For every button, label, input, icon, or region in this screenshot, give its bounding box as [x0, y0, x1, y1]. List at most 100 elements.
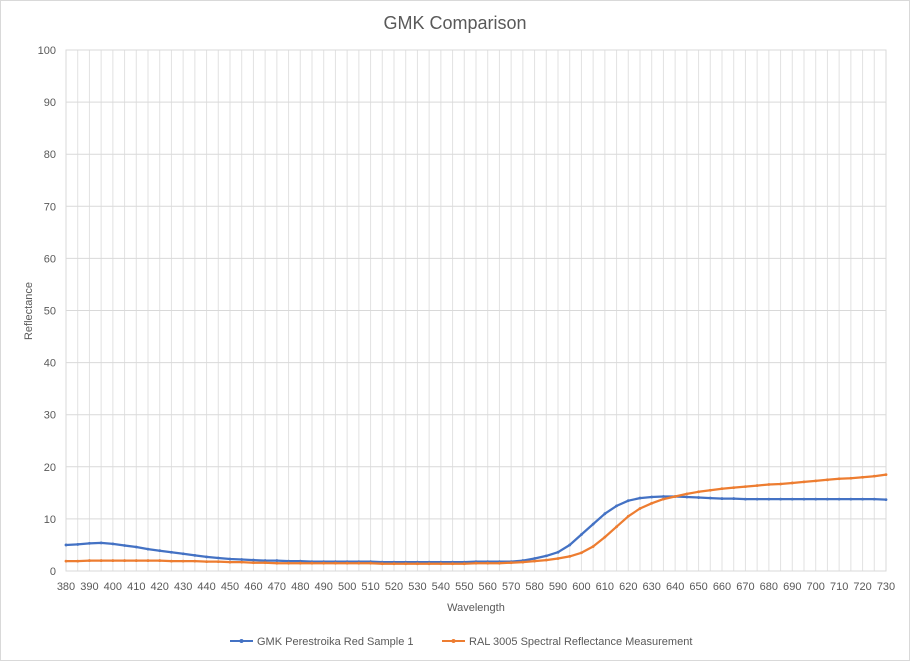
- data-point: [732, 497, 736, 500]
- data-point: [533, 559, 536, 563]
- data-point: [146, 547, 150, 551]
- data-point: [790, 481, 794, 485]
- data-point: [814, 479, 818, 483]
- data-point: [439, 562, 443, 566]
- data-point: [884, 498, 888, 502]
- x-tick-label: 470: [268, 581, 286, 593]
- x-tick-label: 630: [643, 581, 661, 593]
- data-point: [275, 559, 279, 562]
- data-point: [732, 486, 736, 490]
- y-axis-title: Reflectance: [23, 282, 35, 340]
- data-point: [64, 559, 68, 563]
- x-tick-label: 690: [783, 581, 801, 593]
- data-point: [76, 543, 80, 546]
- data-point: [568, 555, 572, 558]
- data-point: [427, 562, 431, 566]
- data-point: [580, 533, 583, 536]
- data-point: [263, 561, 267, 565]
- x-tick-label: 730: [877, 581, 895, 593]
- x-tick-label: 400: [104, 581, 122, 593]
- data-point: [310, 561, 314, 565]
- data-point: [134, 559, 138, 562]
- data-point: [76, 559, 80, 563]
- x-axis-ticks: 380 390 400 410 420 430 440 450 460 470 480 490 500 5…: [57, 581, 895, 593]
- x-tick-label: 680: [760, 581, 778, 593]
- data-point: [872, 474, 876, 478]
- data-point: [591, 545, 595, 548]
- data-point: [826, 497, 829, 501]
- data-point: [697, 490, 700, 494]
- x-tick-label: 450: [221, 581, 239, 593]
- data-point: [720, 497, 724, 500]
- x-tick-label: 620: [619, 581, 637, 593]
- x-tick-label: 650: [689, 581, 707, 593]
- data-point: [662, 497, 665, 501]
- data-point: [216, 556, 220, 560]
- data-point: [556, 557, 560, 560]
- data-point: [884, 473, 888, 477]
- data-point: [498, 561, 501, 565]
- data-point: [111, 542, 115, 546]
- chart-title: GMK Comparison: [383, 13, 526, 33]
- data-point: [720, 487, 724, 491]
- legend-marker-series-2: [451, 639, 456, 643]
- x-tick-label: 720: [853, 581, 871, 593]
- data-point: [556, 550, 560, 554]
- data-point: [392, 562, 396, 566]
- data-point: [615, 504, 618, 508]
- x-tick-label: 640: [666, 581, 684, 593]
- data-point: [603, 512, 607, 516]
- gridlines: [65, 49, 887, 572]
- data-point: [287, 561, 290, 565]
- x-tick-label: 460: [244, 581, 262, 593]
- data-point: [369, 561, 372, 565]
- x-tick-label: 520: [385, 581, 403, 593]
- data-point: [580, 551, 583, 555]
- data-point: [451, 562, 454, 566]
- y-tick-label: 80: [44, 149, 56, 161]
- data-point: [849, 497, 853, 501]
- data-point: [744, 497, 747, 501]
- x-tick-label: 560: [479, 581, 497, 593]
- x-tick-label: 380: [57, 581, 75, 593]
- data-point: [544, 554, 548, 558]
- data-point: [134, 545, 138, 549]
- data-point: [708, 496, 712, 500]
- data-point: [181, 552, 185, 556]
- x-tick-label: 440: [197, 581, 215, 593]
- data-point: [568, 543, 572, 547]
- data-point: [755, 484, 759, 487]
- x-tick-label: 700: [807, 581, 825, 593]
- x-tick-label: 420: [151, 581, 169, 593]
- data-point: [685, 492, 689, 496]
- data-point: [345, 561, 349, 565]
- y-tick-label: 50: [44, 306, 56, 318]
- y-tick-label: 70: [44, 201, 56, 213]
- data-point: [697, 496, 700, 499]
- x-tick-label: 580: [525, 581, 543, 593]
- x-tick-label: 510: [361, 581, 379, 593]
- x-tick-label: 670: [736, 581, 754, 593]
- data-point: [193, 553, 197, 557]
- data-point: [287, 559, 290, 563]
- data-point: [298, 559, 302, 563]
- data-point: [263, 559, 267, 562]
- data-point: [744, 485, 747, 488]
- data-point: [662, 495, 665, 498]
- y-tick-label: 20: [44, 462, 56, 474]
- x-tick-label: 500: [338, 581, 356, 593]
- data-point: [779, 497, 782, 501]
- data-point: [837, 477, 841, 481]
- data-point: [416, 562, 419, 566]
- x-tick-label: 660: [713, 581, 731, 593]
- x-tick-label: 480: [291, 581, 309, 593]
- data-point: [64, 543, 68, 547]
- data-point: [474, 561, 478, 565]
- data-point: [205, 555, 208, 559]
- data-point: [99, 541, 103, 545]
- data-point: [193, 559, 197, 563]
- y-axis-ticks: 0 10 20 30 40 50 60 70 80 90 100: [38, 45, 56, 578]
- x-tick-label: 530: [408, 581, 426, 593]
